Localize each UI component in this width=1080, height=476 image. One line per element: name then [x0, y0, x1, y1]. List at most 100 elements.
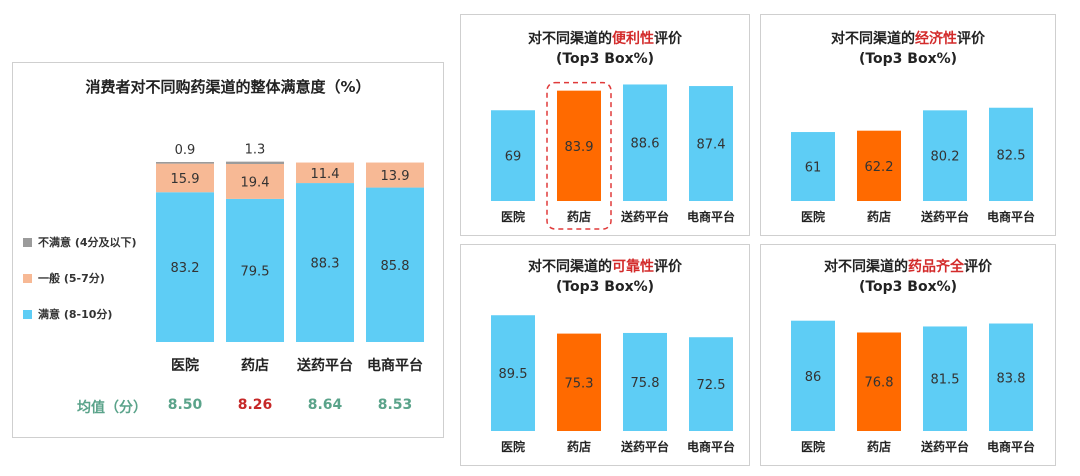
completeness-category-ecommerce-platform: 电商平台 [987, 439, 1035, 454]
stack-label-satisfied-hospital: 83.2 [171, 261, 200, 276]
economy-value-pharmacy: 62.2 [865, 160, 894, 175]
reliability-bar-chart: 89.5 医院 75.3 药店 75.8 送药平台 72.5 电商平台 [491, 315, 735, 454]
reliability-bar-pharmacy [557, 333, 601, 431]
convenience-category-pharmacy: 药店 [567, 209, 591, 224]
economy-value-hospital: 61 [805, 161, 822, 176]
legend-label-satisfied: 满意 (8-10分) [38, 308, 113, 321]
mean-label: 均值（分） [77, 400, 147, 416]
economy-value-ecommerce-platform: 82.5 [997, 148, 1026, 163]
convenience-category-delivery-platform: 送药平台 [620, 209, 669, 224]
economy-bar-ecommerce-platform [989, 107, 1033, 201]
stack-label-satisfied-ecommerce-platform: 85.8 [381, 259, 410, 274]
convenience-panel: 对不同渠道的便利性评价 (Top3 Box%) 69 医院 83.9 药店 88.6 送药… [460, 14, 750, 236]
stack-bar-normal-delivery-platform [296, 162, 354, 184]
reliability-title: 对不同渠道的可靠性评价 [461, 257, 749, 277]
convenience-value-pharmacy: 83.9 [565, 140, 594, 155]
reliability-value-hospital: 89.5 [499, 367, 528, 382]
legend-label-unsatisfied: 不满意 (4分及以下) [38, 236, 137, 249]
economy-category-ecommerce-platform: 电商平台 [987, 209, 1035, 224]
stack-label-normal-delivery-platform: 11.4 [311, 167, 340, 182]
convenience-title-post: 评价 [654, 31, 682, 47]
reliability-value-delivery-platform: 75.8 [631, 376, 660, 391]
completeness-bar-ecommerce-platform [989, 323, 1033, 431]
economy-panel: 对不同渠道的经济性评价 (Top3 Box%) 61 医院 62.2 药店 80.2 送药… [760, 14, 1056, 236]
stack-bar-satisfied-hospital [156, 192, 214, 342]
overall-satisfaction-panel: 消费者对不同购药渠道的整体满意度（%） 不满意 (4分及以下) 一般 (5-7分… [12, 62, 444, 438]
reliability-title-pre: 对不同渠道的 [528, 259, 612, 275]
completeness-value-pharmacy: 76.8 [865, 376, 894, 391]
economy-title-post: 评价 [957, 31, 985, 47]
convenience-value-ecommerce-platform: 87.4 [697, 138, 726, 153]
stack-bar-normal-hospital [156, 163, 214, 193]
convenience-bar-delivery-platform [623, 84, 667, 201]
completeness-panel: 对不同渠道的药品齐全评价 (Top3 Box%) 86 医院 76.8 药店 81.5 送… [760, 244, 1056, 466]
economy-bar-pharmacy [857, 130, 901, 201]
economy-bar-hospital [791, 132, 835, 201]
stack-bar-unsatisfied-pharmacy [226, 161, 284, 164]
reliability-category-pharmacy: 药店 [567, 439, 591, 454]
convenience-bar-hospital [491, 110, 535, 201]
completeness-category-pharmacy: 药店 [867, 439, 891, 454]
convenience-highlight-frame [546, 81, 612, 230]
economy-title-pre: 对不同渠道的 [831, 31, 915, 47]
convenience-bar-ecommerce-platform [689, 86, 733, 201]
category-label-ecommerce-platform: 电商平台 [367, 357, 423, 374]
reliability-value-ecommerce-platform: 72.5 [697, 378, 726, 393]
overall-stacked-bar-chart: 83.2 15.9 0.9 医院 79.5 19.4 1.3 药店 88.3 11.4 送药平台 85… [156, 143, 424, 374]
completeness-title-post: 评价 [964, 259, 992, 275]
completeness-title: 对不同渠道的药品齐全评价 [761, 257, 1055, 277]
reliability-title-key: 可靠性 [612, 259, 654, 275]
completeness-bar-hospital [791, 320, 835, 431]
reliability-panel: 对不同渠道的可靠性评价 (Top3 Box%) 89.5 医院 75.3 药店 75.8… [460, 244, 750, 466]
reliability-subtitle: (Top3 Box%) [555, 279, 655, 295]
reliability-value-pharmacy: 75.3 [565, 376, 594, 391]
economy-subtitle: (Top3 Box%) [858, 51, 958, 67]
stack-bar-normal-pharmacy [226, 163, 284, 199]
legend-label-normal: 一般 (5-7分) [38, 272, 105, 285]
completeness-category-hospital: 医院 [801, 439, 825, 454]
stack-label-unsatisfied-pharmacy: 1.3 [245, 143, 266, 158]
stack-label-satisfied-delivery-platform: 88.3 [311, 257, 340, 272]
convenience-bar-chart: 69 医院 83.9 药店 88.6 送药平台 87.4 电商平台 [491, 81, 735, 230]
legend-swatch-unsatisfied [23, 237, 32, 247]
completeness-value-hospital: 86 [805, 370, 822, 385]
economy-category-delivery-platform: 送药平台 [920, 209, 969, 224]
reliability-category-hospital: 医院 [501, 439, 525, 454]
stack-bar-satisfied-ecommerce-platform [366, 187, 424, 342]
stack-label-normal-pharmacy: 19.4 [241, 175, 270, 190]
convenience-title-pre: 对不同渠道的 [528, 31, 612, 47]
economy-category-hospital: 医院 [801, 209, 825, 224]
completeness-value-delivery-platform: 81.5 [931, 373, 960, 388]
legend-swatch-satisfied [23, 309, 32, 319]
reliability-bar-ecommerce-platform [689, 337, 733, 431]
legend-unsatisfied: 不满意 (4分及以下) [23, 234, 137, 250]
convenience-category-hospital: 医院 [501, 209, 525, 224]
convenience-title-key: 便利性 [612, 31, 654, 47]
convenience-bar-pharmacy [557, 90, 601, 201]
reliability-bar-delivery-platform [623, 332, 667, 431]
economy-bar-chart: 61 医院 62.2 药店 80.2 送药平台 82.5 电商平台 [791, 107, 1035, 224]
economy-title-key: 经济性 [915, 31, 957, 47]
mean-value-ecommerce: 8.53 [377, 397, 413, 413]
overall-chart-title: 消费者对不同购药渠道的整体满意度（%） [85, 78, 371, 96]
legend-normal: 一般 (5-7分) [23, 270, 105, 286]
stack-bar-satisfied-delivery-platform [296, 183, 354, 342]
mean-value-delivery: 8.64 [307, 397, 343, 413]
mean-value-hospital: 8.50 [167, 397, 203, 413]
category-label-delivery-platform: 送药平台 [296, 357, 353, 374]
economy-title: 对不同渠道的经济性评价 [761, 29, 1055, 49]
convenience-subtitle: (Top3 Box%) [555, 51, 655, 67]
stack-bar-satisfied-pharmacy [226, 198, 284, 342]
mean-value-pharmacy: 8.26 [237, 397, 273, 413]
economy-bar-delivery-platform [923, 110, 967, 201]
reliability-bar-hospital [491, 315, 535, 431]
completeness-title-pre: 对不同渠道的 [824, 259, 908, 275]
stack-label-normal-hospital: 15.9 [171, 172, 200, 187]
completeness-title-key: 药品齐全 [908, 259, 964, 275]
convenience-value-delivery-platform: 88.6 [631, 137, 660, 152]
stack-bar-unsatisfied-hospital [156, 162, 214, 164]
legend-satisfied: 满意 (8-10分) [23, 306, 112, 322]
reliability-category-ecommerce-platform: 电商平台 [687, 439, 735, 454]
legend-swatch-normal [23, 273, 32, 283]
convenience-category-ecommerce-platform: 电商平台 [687, 209, 735, 224]
